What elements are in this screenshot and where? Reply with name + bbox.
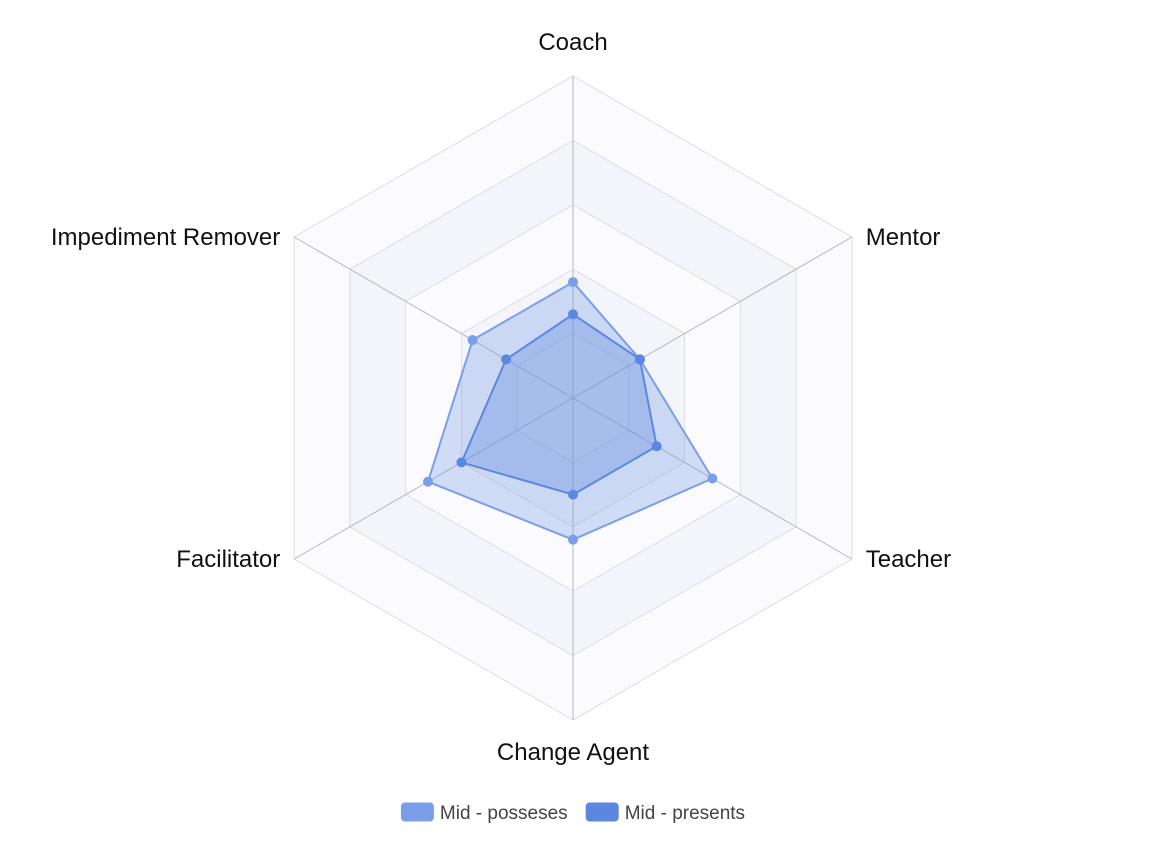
series-1-point-2[interactable] <box>651 441 662 452</box>
radar-series <box>422 277 718 545</box>
axis-line-4 <box>293 397 574 560</box>
axis-label-4: Facilitator <box>176 546 280 573</box>
axis-label-3: Change Agent <box>497 739 649 766</box>
axis-label-2: Teacher <box>866 546 951 573</box>
series-0-point-5[interactable] <box>467 335 478 346</box>
series-0-point-4[interactable] <box>422 476 433 487</box>
legend-label-0: Mid - posseses <box>440 803 568 824</box>
series-0-point-0[interactable] <box>568 277 578 288</box>
legend-item-0[interactable]: Mid - posseses <box>400 802 568 825</box>
legend-item-1[interactable]: Mid - presents <box>585 802 745 825</box>
series-0-point-3[interactable] <box>568 534 578 545</box>
series-1 <box>456 309 662 500</box>
legend-swatch-1 <box>585 802 619 822</box>
series-1-point-0[interactable] <box>568 309 578 320</box>
series-1-point-5[interactable] <box>501 354 512 365</box>
split-area-band-3 <box>405 204 741 592</box>
chart-legend[interactable]: Mid - posseses Mid - presents <box>400 802 745 825</box>
series-1-point-4[interactable] <box>456 457 467 468</box>
radar-axis-labels: Coach Mentor Teacher Change Agent Facilitato… <box>51 29 951 766</box>
legend-swatch-0 <box>400 802 434 822</box>
axis-label-1: Mentor <box>866 224 941 251</box>
axis-line-5 <box>293 236 574 399</box>
series-0-point-2[interactable] <box>707 473 718 484</box>
axis-label-0: Coach <box>538 29 607 56</box>
legend-label-1: Mid - presents <box>625 803 745 824</box>
axis-label-5: Impediment Remover <box>51 224 280 251</box>
axis-line-1 <box>572 236 853 399</box>
series-1-point-3[interactable] <box>568 489 578 500</box>
series-1-point-1[interactable] <box>634 354 645 365</box>
